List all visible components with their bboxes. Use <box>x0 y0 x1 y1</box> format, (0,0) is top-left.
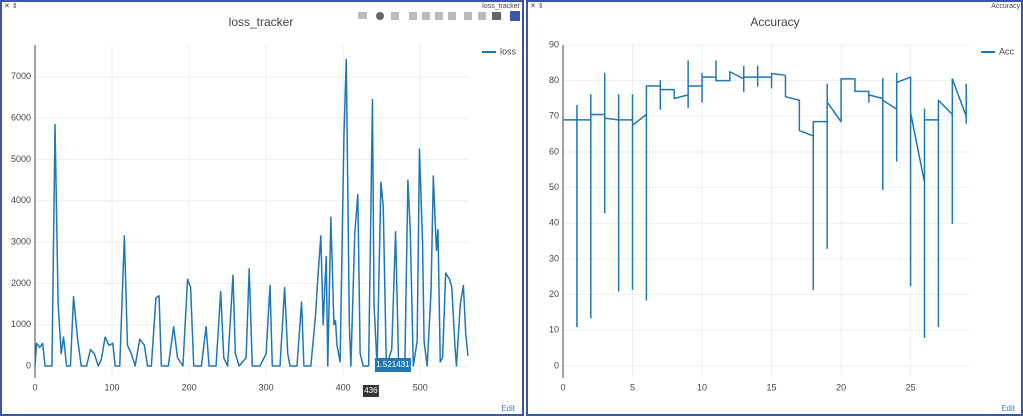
x-tick-label: 10 <box>697 382 707 392</box>
zoom-in-icon[interactable] <box>409 12 417 20</box>
y-tick-label: 20 <box>549 289 559 299</box>
edit-link[interactable]: Edit <box>1001 404 1016 413</box>
y-tick-label: 5000 <box>11 154 31 164</box>
y-tick-label: 50 <box>549 182 559 192</box>
hover-x: 436 <box>364 386 378 395</box>
y-tick-label: 7000 <box>11 71 31 81</box>
camera-icon[interactable] <box>358 12 367 19</box>
hover-x-box <box>362 385 379 397</box>
y-tick-label: 1000 <box>11 319 31 329</box>
autoscale-icon[interactable] <box>435 12 443 20</box>
chart: loss_tracker0100020003000400050006000700… <box>11 15 517 397</box>
hover-value: 1.521431 <box>376 360 410 369</box>
y-tick-label: 30 <box>549 253 559 263</box>
x-tick-label: 300 <box>259 382 274 392</box>
y-tick-label: 90 <box>549 39 559 49</box>
line <box>34 58 469 367</box>
home-icon[interactable] <box>448 12 456 20</box>
legend-label: Acc <box>999 46 1015 56</box>
spike-icon[interactable] <box>464 12 472 20</box>
modebar <box>358 11 520 21</box>
y-tick-label: 3000 <box>11 236 31 246</box>
hover-icon[interactable] <box>478 12 486 20</box>
chart-title: loss_tracker <box>229 15 294 29</box>
x-tick-label: 25 <box>906 382 916 392</box>
close-icon[interactable]: ✕ ⇕ <box>4 2 18 10</box>
legend-label: loss <box>500 46 517 56</box>
x-tick-label: 200 <box>182 382 197 392</box>
plotly-logo[interactable] <box>510 11 520 21</box>
y-tick-label: 60 <box>549 146 559 156</box>
y-tick-label: 6000 <box>11 113 31 123</box>
x-tick-label: 500 <box>413 382 428 392</box>
x-tick-label: 0 <box>560 382 565 392</box>
panel-border <box>526 0 1023 416</box>
zoom-icon[interactable] <box>376 12 384 20</box>
line <box>563 60 967 339</box>
x-tick-label: 15 <box>767 382 777 392</box>
pan-icon[interactable] <box>391 12 399 20</box>
x-tick-label: 0 <box>32 382 37 392</box>
edit-link[interactable]: Edit <box>501 404 516 413</box>
tab-label[interactable]: loss_tracker <box>482 3 520 10</box>
y-tick-label: 2000 <box>11 278 31 288</box>
panel-border <box>0 0 524 416</box>
zoom-out-icon[interactable] <box>422 12 430 20</box>
y-tick-label: 80 <box>549 75 559 85</box>
y-tick-label: 10 <box>549 325 559 335</box>
y-tick-label: 70 <box>549 111 559 121</box>
y-tick-label: 40 <box>549 218 559 228</box>
compare-icon[interactable] <box>492 12 501 20</box>
y-tick-label: 0 <box>554 360 559 370</box>
y-tick-label: 0 <box>26 360 31 370</box>
x-tick-label: 100 <box>105 382 120 392</box>
y-tick-label: 4000 <box>11 195 31 205</box>
chart: Accuracy 0 10 20 30 40 50 60 70 80 90 0 5 10 15 20 25 Acc <box>549 15 1015 392</box>
hover-box <box>374 358 411 372</box>
chart-title: Accuracy <box>750 15 799 29</box>
close-icon[interactable]: ✕ ⇕ <box>530 2 544 10</box>
tab-label[interactable]: Accuracy <box>991 3 1020 10</box>
x-tick-label: 400 <box>336 382 351 392</box>
x-tick-label: 5 <box>630 382 635 392</box>
x-tick-label: 20 <box>836 382 846 392</box>
